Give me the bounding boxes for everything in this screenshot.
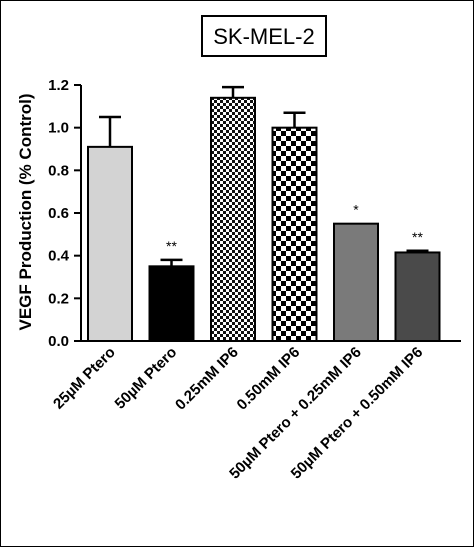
- significance-label: **: [412, 229, 423, 245]
- y-axis-label: VEGF Production (% Control): [16, 93, 35, 330]
- error-bars: [99, 85, 429, 267]
- y-tick-label: 1.2: [48, 77, 69, 94]
- bar: [87, 145, 133, 342]
- bar: [394, 251, 441, 342]
- bar: [333, 222, 379, 343]
- bar: [210, 96, 256, 342]
- y-tick-label: 0.2: [48, 290, 69, 307]
- significance-label: *: [353, 202, 359, 218]
- bar: [148, 265, 195, 343]
- y-tick-label: 1.0: [48, 120, 69, 137]
- y-tick-label: 0.4: [48, 248, 70, 265]
- category-label: 50µM Ptero: [111, 344, 180, 413]
- category-label: 0.25mM IP6: [172, 344, 242, 414]
- significance-label: **: [166, 238, 177, 254]
- category-label: 25µM Ptero: [50, 344, 119, 413]
- y-tick-label: 0.6: [48, 205, 69, 222]
- bars: [87, 96, 441, 343]
- bar: [271, 126, 318, 342]
- title-box: [201, 15, 327, 57]
- chart-title: SK-MEL-2: [213, 24, 314, 49]
- significance-labels: *****: [166, 202, 423, 254]
- category-label: 50µM Ptero + 0.50mM IP6: [288, 344, 427, 483]
- y-tick-label: 0.0: [48, 333, 69, 350]
- y-tick-label: 0.8: [48, 162, 69, 179]
- y-ticks: 0.0 0.2 0.4 0.6 0.8 1.0 1.2: [48, 77, 81, 350]
